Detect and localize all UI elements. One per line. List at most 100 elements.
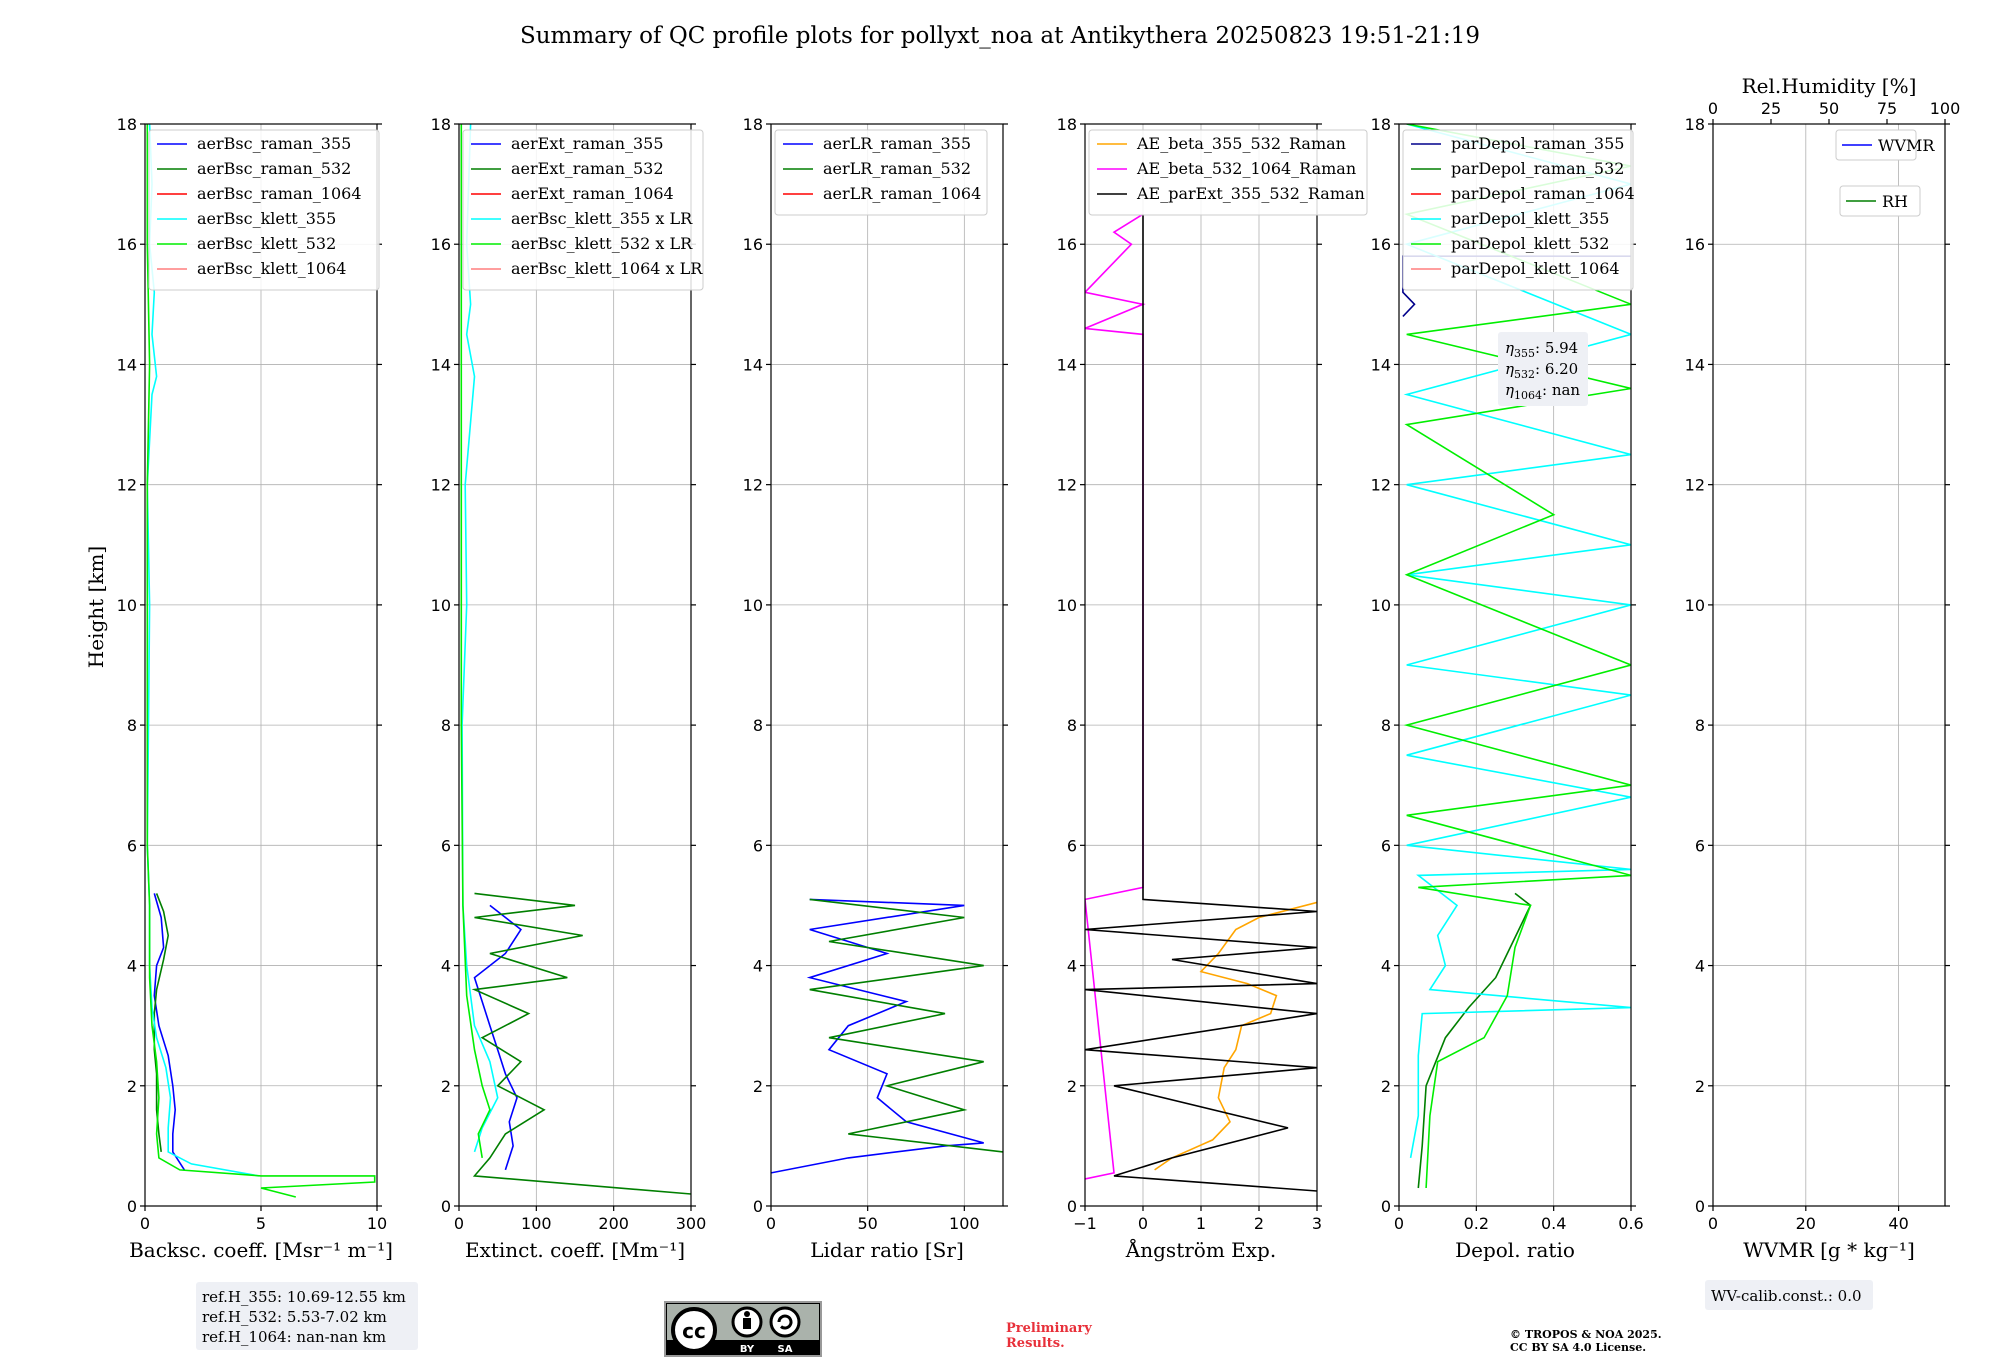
legend-label: RH (1882, 192, 1908, 211)
y-tick-label: 2 (1381, 1077, 1391, 1096)
eta-box (1498, 332, 1588, 406)
x-tick-label: 0.4 (1541, 1214, 1566, 1233)
x-tick-label: 40 (1888, 1214, 1908, 1233)
legend-label: AE_parExt_355_532_Raman (1136, 184, 1365, 203)
series-line-aerBsc_raman_532 (153, 893, 170, 1153)
legend-label: parDepol_raman_532 (1451, 159, 1624, 178)
series-group (771, 898, 1003, 1174)
y-tick-label: 14 (743, 355, 763, 374)
y-tick-label: 14 (117, 355, 137, 374)
legend-box (462, 129, 704, 291)
y-tick-label: 18 (743, 115, 763, 134)
legend-label: AE_beta_532_1064_Raman (1136, 159, 1356, 178)
legend-label: aerBsc_klett_532 (197, 234, 336, 253)
x-axis-label: WVMR [g * kg⁻¹] (1743, 1238, 1915, 1262)
cc-icon (671, 1307, 717, 1353)
x-tick-label: 10 (367, 1214, 387, 1233)
y-tick-label: 10 (1685, 596, 1705, 615)
y-tick-label: 14 (1057, 355, 1077, 374)
x-tick-label: 3 (1312, 1214, 1322, 1233)
y-tick-label: 4 (441, 957, 451, 976)
y-tick-label: 0 (1381, 1197, 1391, 1216)
x-tick-label: 2 (1254, 1214, 1264, 1233)
y-tick-label: 16 (1685, 235, 1705, 254)
axes-frame (1398, 123, 1632, 1207)
y-tick-label: 10 (1057, 596, 1077, 615)
x-tick-label: 5 (256, 1214, 266, 1233)
x-tick-label: 0 (1138, 1214, 1148, 1233)
legend-label: parDepol_klett_1064 (1451, 259, 1620, 278)
legend-label: WVMR (1878, 136, 1935, 155)
legend-box (1402, 129, 1634, 291)
legend-label: parDepol_klett_355 (1451, 209, 1609, 228)
series-line-aerExt_raman_532 (471, 892, 691, 1195)
y-tick-label: 2 (753, 1077, 763, 1096)
x-tick-label: 0 (1708, 1214, 1718, 1233)
cc-license-badge[interactable]: cc BY SA (664, 1301, 822, 1357)
legend-label: aerExt_raman_532 (511, 159, 664, 178)
series-line-AE_beta_532_1064_Raman (1085, 213, 1146, 1180)
y-tick-label: 16 (743, 235, 763, 254)
series-line-aerLR_raman_355 (771, 898, 984, 1174)
y-tick-label: 16 (1057, 235, 1077, 254)
series-line-aerBsc_raman_355 (153, 893, 186, 1171)
legend-box (1835, 129, 1917, 161)
y-tick-label: 8 (441, 716, 451, 735)
panel-2: 0 2 4 6 8 10 12 14 16 18 0 100 200 300 Extinct. coeff.… (431, 115, 707, 1262)
y-tick-label: 4 (1381, 957, 1391, 976)
x-axis-label: Depol. ratio (1455, 1238, 1575, 1262)
legend-label: aerLR_raman_355 (823, 134, 971, 153)
x-tick-label: 0.2 (1464, 1214, 1489, 1233)
x-axis-label: Lidar ratio [Sr] (810, 1238, 964, 1262)
x-tick-label: 0.6 (1618, 1214, 1643, 1233)
y-tick-label: 14 (1685, 355, 1705, 374)
copyright-line2: CC BY SA 4.0 License. (1510, 1341, 1646, 1354)
y-tick-label: 2 (441, 1077, 451, 1096)
y-tick-label: 0 (441, 1197, 451, 1216)
copyright-line1: © TROPOS & NOA 2025. (1510, 1328, 1662, 1341)
y-tick-label: 8 (1067, 716, 1077, 735)
x-tick-label: 100 (521, 1214, 552, 1233)
eta-value-355: η355: 5.94 (1505, 339, 1578, 360)
y-tick-label: 12 (1371, 476, 1391, 495)
y-tick-label: 12 (1685, 476, 1705, 495)
y-tick-label: 0 (753, 1197, 763, 1216)
ref-height-line: ref.H_532: 5.53-7.02 km (202, 1308, 387, 1326)
top-x-tick-label: 50 (1819, 99, 1839, 118)
x-axis-label: Ångström Exp. (1125, 1237, 1276, 1262)
axes-frame (770, 123, 1004, 1207)
x-tick-label: 20 (1796, 1214, 1816, 1233)
legend-label: aerBsc_raman_1064 (197, 184, 362, 203)
y-tick-label: 0 (1067, 1197, 1077, 1216)
x-tick-label: 300 (676, 1214, 707, 1233)
y-tick-label: 8 (127, 716, 137, 735)
figure-title: Summary of QC profile plots for pollyxt_… (520, 23, 1480, 49)
y-tick-label: 16 (431, 235, 451, 254)
legend-box (774, 129, 988, 216)
x-tick-label: 200 (598, 1214, 629, 1233)
panel-1: 0 2 4 6 8 10 12 14 16 18 0 5 10 Backsc. coeff. [Msr⁻¹… (117, 115, 418, 1350)
eta-value-532: η532: 6.20 (1505, 360, 1578, 381)
legend-label: parDepol_raman_355 (1451, 134, 1624, 153)
legend-label: aerBsc_raman_355 (197, 134, 351, 153)
preliminary-results-line2: Results. (1006, 1336, 1065, 1351)
y-tick-label: 8 (1695, 716, 1705, 735)
x-tick-label: −1 (1073, 1214, 1097, 1233)
ref-height-line: ref.H_355: 10.69-12.55 km (202, 1288, 406, 1306)
axes-frame (1712, 123, 1946, 1207)
top-x-tick-label: 0 (1708, 99, 1718, 118)
legend-label: aerBsc_klett_355 (197, 209, 336, 228)
y-tick-label: 8 (1381, 716, 1391, 735)
axes-frame (458, 123, 692, 1207)
y-tick-label: 6 (1067, 836, 1077, 855)
y-tick-label: 16 (1371, 235, 1391, 254)
top-x-axis-label: Rel.Humidity [%] (1742, 74, 1917, 98)
y-tick-label: 0 (127, 1197, 137, 1216)
legend-label: aerBsc_klett_1064 (197, 259, 346, 278)
legend-label: aerExt_raman_1064 (511, 184, 674, 203)
cc-sa-label: SA (778, 1344, 793, 1355)
wv-calib-const: WV-calib.const.: 0.0 (1711, 1287, 1862, 1305)
y-tick-label: 18 (1685, 115, 1705, 134)
y-tick-label: 6 (127, 836, 137, 855)
